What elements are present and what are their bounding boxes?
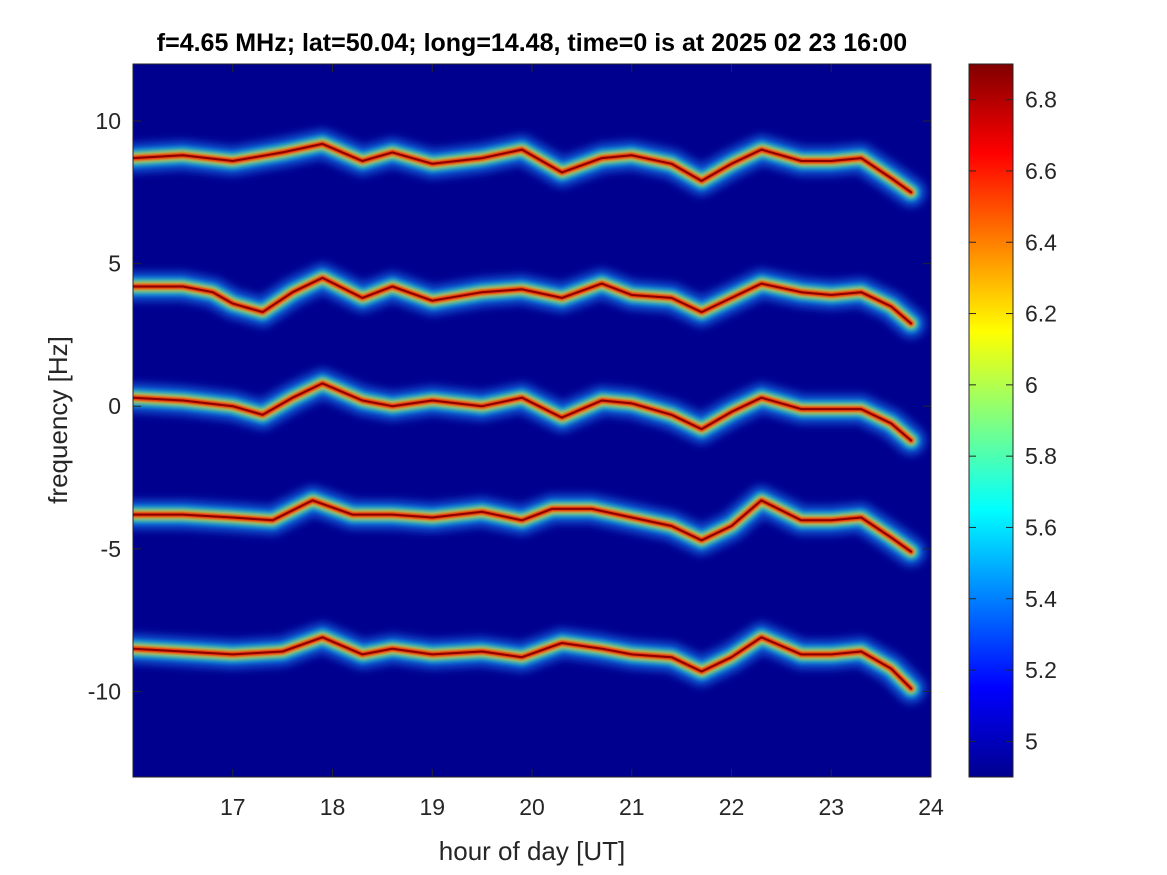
colorbar-tick-label: 5 <box>1025 728 1038 754</box>
x-tick-label: 18 <box>320 794 346 820</box>
trace-2-layer-5 <box>133 276 913 325</box>
y-tick-label: 10 <box>95 108 121 134</box>
colorbar-ticks: 6.8 6.6 6.4 6.2 6 5.8 5.6 5.4 5.2 5 <box>969 87 1057 754</box>
x-tick-label: 19 <box>419 794 445 820</box>
colorbar-tick-label: 5.4 <box>1025 586 1057 612</box>
colorbar-tick-label: 6.8 <box>1025 87 1057 113</box>
y-tick-label: -5 <box>101 536 121 562</box>
y-tick-label: 5 <box>108 251 121 277</box>
colorbar-tick-label: 5.6 <box>1025 514 1057 540</box>
x-tick-label: 23 <box>818 794 844 820</box>
y-axis: 10 5 0 -5 -10 <box>88 108 931 704</box>
x-tick-label: 22 <box>719 794 745 820</box>
colorbar-tick-label: 6.2 <box>1025 301 1057 327</box>
x-axis: 17 18 19 20 21 22 23 24 <box>220 64 944 820</box>
trace-5-layer-5 <box>133 636 913 690</box>
colorbar-tick-label: 6.4 <box>1025 229 1057 255</box>
y-tick-label: -10 <box>88 678 121 704</box>
trace-4-layer-5 <box>133 499 913 553</box>
colorbar-frame <box>968 63 1014 778</box>
x-tick-label: 20 <box>519 794 545 820</box>
x-tick-label: 24 <box>918 794 944 820</box>
colorbar-tick-label: 6.6 <box>1025 158 1057 184</box>
x-axis-label: hour of day [UT] <box>439 836 625 866</box>
x-tick-label: 17 <box>220 794 246 820</box>
colorbar-gradient <box>969 64 1013 777</box>
plot-area <box>132 63 932 778</box>
y-tick-label: 0 <box>108 393 121 419</box>
y-axis-label: frequency [Hz] <box>43 336 73 504</box>
trace-1-layer-5 <box>133 142 913 194</box>
trace-3-layer-5 <box>133 382 913 442</box>
colorbar: 6.8 6.6 6.4 6.2 6 5.8 5.6 5.4 5.2 5 <box>968 63 1057 778</box>
x-tick-label: 21 <box>619 794 645 820</box>
chart-title: f=4.65 MHz; lat=50.04; long=14.48, time=… <box>157 29 907 57</box>
spectral-traces <box>133 128 927 704</box>
colorbar-tick-label: 5.8 <box>1025 443 1057 469</box>
colorbar-tick-label: 5.2 <box>1025 657 1057 683</box>
colorbar-tick-label: 6 <box>1025 372 1038 398</box>
